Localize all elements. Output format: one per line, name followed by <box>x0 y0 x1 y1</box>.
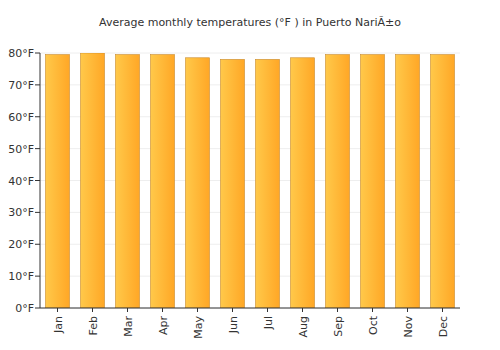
bar <box>291 58 315 308</box>
y-tick-label: 80°F <box>8 47 34 60</box>
y-tick-label: 60°F <box>8 111 34 124</box>
x-tick-label: Jan <box>52 316 65 334</box>
x-tick-label: Apr <box>157 316 170 336</box>
x-tick-label: Aug <box>297 316 310 337</box>
y-tick <box>35 244 40 245</box>
bar <box>431 55 455 308</box>
y-tick-label: 10°F <box>8 270 34 283</box>
y-tick-label: 20°F <box>8 238 34 251</box>
x-tick <box>267 308 268 312</box>
y-tick <box>35 276 40 277</box>
x-tick-label: Dec <box>437 316 450 337</box>
y-axis <box>40 53 41 308</box>
y-tick-label: 30°F <box>8 206 34 219</box>
y-tick-label: 0°F <box>15 302 34 315</box>
bar <box>81 53 105 308</box>
bars <box>46 53 455 308</box>
x-tick-label: Jun <box>227 316 240 334</box>
x-tick <box>372 308 373 312</box>
bar <box>221 59 245 308</box>
bar <box>326 55 350 308</box>
x-tick-label: Mar <box>122 316 135 337</box>
x-tick-label: Nov <box>402 316 415 338</box>
x-tick <box>442 308 443 312</box>
x-tick-label: May <box>192 316 205 339</box>
x-tick <box>57 308 58 312</box>
chart: Average monthly temperatures (°F ) in Pu… <box>0 0 500 350</box>
x-tick-label: Feb <box>87 316 100 335</box>
x-tick <box>407 308 408 312</box>
y-tick <box>35 180 40 181</box>
y-tick <box>35 212 40 213</box>
x-tick-label: Jul <box>262 316 275 330</box>
bar <box>116 55 140 308</box>
title: Average monthly temperatures (°F ) in Pu… <box>99 16 401 29</box>
y-tick <box>35 84 40 85</box>
x-tick <box>302 308 303 312</box>
y-tick <box>35 53 40 54</box>
x-tick <box>162 308 163 312</box>
y-tick <box>35 308 40 309</box>
bar <box>361 55 385 308</box>
y-tick <box>35 116 40 117</box>
y-tick-label: 40°F <box>8 175 34 188</box>
x-tick <box>337 308 338 312</box>
bar <box>186 58 210 308</box>
bar <box>396 55 420 308</box>
y-tick <box>35 148 40 149</box>
x-axis <box>40 308 460 309</box>
x-tick <box>92 308 93 312</box>
x-tick-label: Oct <box>367 315 380 335</box>
y-tick-label: 50°F <box>8 143 34 156</box>
grid-line <box>40 308 460 309</box>
x-tick-label: Sep <box>332 316 345 337</box>
x-tick <box>232 308 233 312</box>
x-tick <box>127 308 128 312</box>
y-tick-label: 70°F <box>8 79 34 92</box>
bar <box>46 55 70 308</box>
bar <box>256 59 280 308</box>
x-tick <box>197 308 198 312</box>
bar <box>151 55 175 308</box>
